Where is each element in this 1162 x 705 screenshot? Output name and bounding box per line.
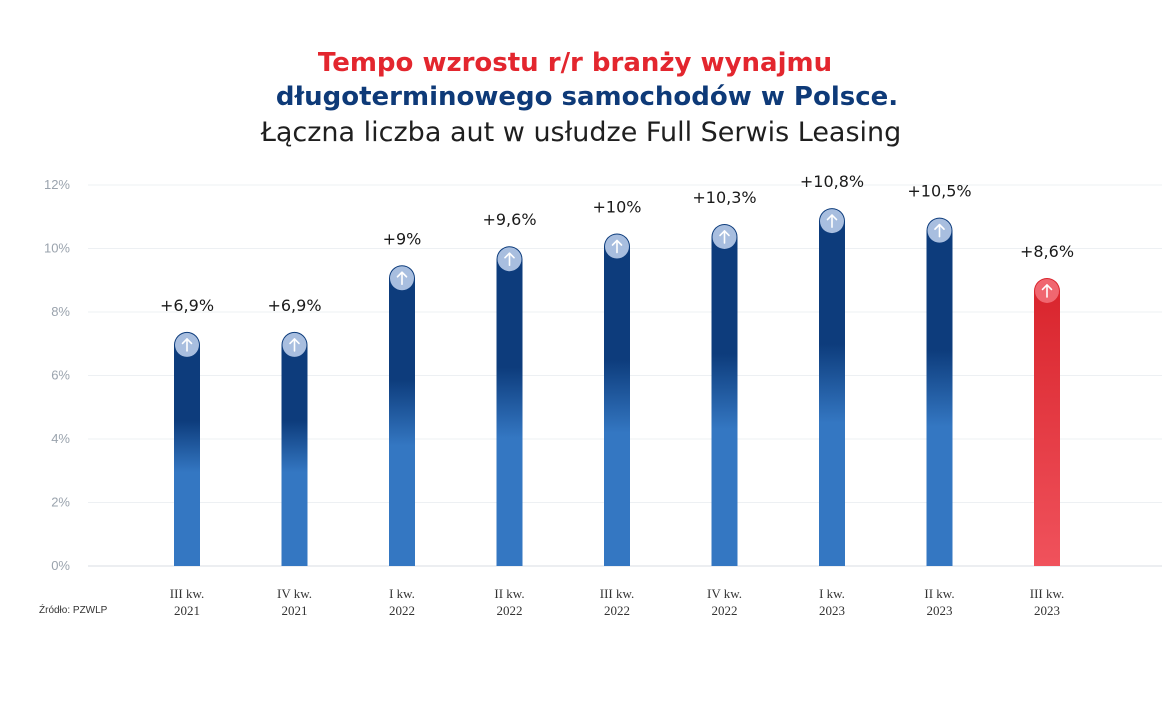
x-axis-ticks: III kw. 2021 IV kw. 2021 I kw. 2022 II kw. 2022… <box>170 586 1065 618</box>
chart-title: Tempo wzrostu r/r branży wynajmu długote… <box>0 46 1162 152</box>
x-tick-label: II kw. <box>924 586 954 601</box>
data-label: +6,9% <box>160 296 214 315</box>
arrow-up-icon <box>289 338 300 352</box>
bar <box>819 208 845 566</box>
x-tick-label: 2022 <box>389 603 415 618</box>
arrow-up-icon <box>934 223 945 238</box>
y-tick-label: 10% <box>44 241 70 256</box>
x-tick-label: III kw. <box>1030 586 1065 601</box>
x-tick-label: 2023 <box>927 603 953 618</box>
data-label: +10,5% <box>907 182 971 201</box>
x-tick-label: III kw. <box>600 586 635 601</box>
data-label: +10,8% <box>800 172 864 191</box>
x-tick-label: 2022 <box>604 603 630 618</box>
data-label: +6,9% <box>267 296 321 315</box>
bar <box>496 246 523 567</box>
y-tick-label: 8% <box>51 304 70 319</box>
arrow-up-icon <box>719 230 730 244</box>
bar <box>281 331 308 566</box>
data-label: +9,6% <box>482 210 536 229</box>
y-axis-ticks: 0% 2% 4% 6% 8% 10% 12% <box>44 177 70 573</box>
bars <box>174 208 1060 567</box>
bar <box>174 331 200 566</box>
arrow-up-icon <box>504 252 515 267</box>
x-tick-label: II kw. <box>494 586 524 601</box>
x-tick-label: I kw. <box>389 586 415 601</box>
x-tick-label: 2023 <box>1034 603 1060 618</box>
arrow-up-icon <box>396 271 408 286</box>
y-tick-label: 6% <box>51 368 70 383</box>
title-line-3: Łączna liczba aut w usłudze Full Serwis … <box>260 117 902 148</box>
data-label: +8,6% <box>1020 242 1074 261</box>
arrow-up-icon <box>1041 284 1053 298</box>
y-tick-label: 2% <box>51 495 70 510</box>
source-note: Źródło: PZWLP <box>39 605 108 616</box>
bar <box>1034 277 1060 566</box>
y-tick-label: 0% <box>51 558 70 573</box>
x-tick-label: IV kw. <box>277 586 312 601</box>
x-tick-label: 2022 <box>497 603 523 618</box>
title-line-2: długoterminowego samochodów w Polsce. <box>275 82 899 112</box>
arrow-up-icon <box>611 239 623 254</box>
data-label: +10% <box>593 198 642 217</box>
bar <box>389 265 415 566</box>
bar <box>711 223 738 566</box>
y-tick-label: 4% <box>51 431 70 446</box>
data-labels: +6,9% +6,9% +9% +9,6% +10% +10,3% +10,8% +10,5%… <box>160 172 1074 315</box>
title-line-1: Tempo wzrostu r/r branży wynajmu <box>317 48 833 78</box>
x-tick-label: 2021 <box>282 603 308 618</box>
arrow-up-icon <box>826 214 838 228</box>
x-tick-label: 2023 <box>819 603 845 618</box>
arrow-up-icon <box>181 338 193 352</box>
bar <box>926 217 953 566</box>
bar <box>604 233 630 566</box>
x-tick-label: IV kw. <box>707 586 742 601</box>
x-tick-label: 2021 <box>174 603 200 618</box>
data-label: +9% <box>383 229 422 248</box>
x-tick-label: 2022 <box>712 603 738 618</box>
x-tick-label: III kw. <box>170 586 205 601</box>
y-tick-label: 12% <box>44 177 70 192</box>
data-label: +10,3% <box>692 188 756 207</box>
x-tick-label: I kw. <box>819 586 845 601</box>
